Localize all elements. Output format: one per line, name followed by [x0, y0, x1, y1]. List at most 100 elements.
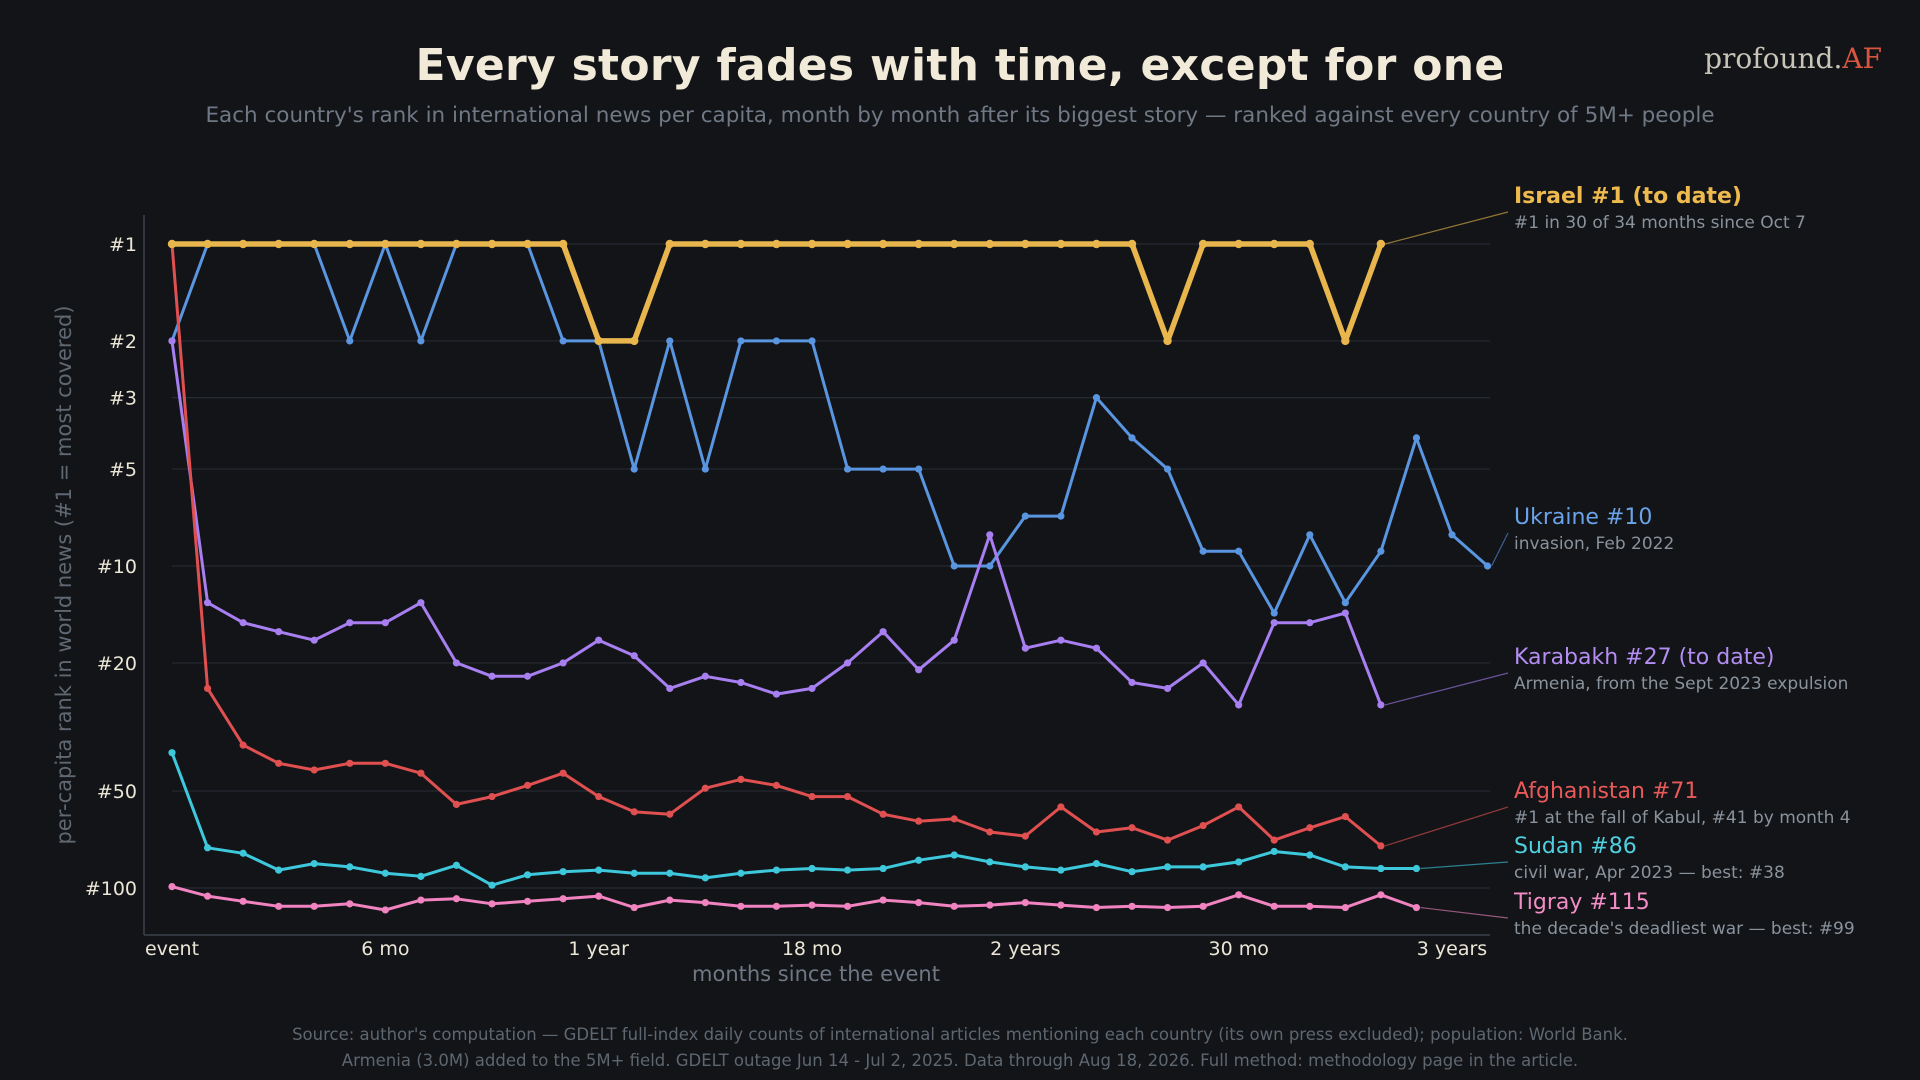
data-point-israel [274, 239, 283, 249]
data-point-tigray [843, 902, 852, 910]
data-point-sudan [1021, 863, 1029, 871]
leader-line-tigray [1420, 906, 1509, 919]
data-point-israel [1198, 239, 1208, 249]
leader-line-afghanistan [1384, 806, 1509, 847]
brand-logo: profound.AF [1704, 42, 1882, 75]
leader-line-sudan [1420, 861, 1509, 870]
data-point-sudan [666, 869, 674, 877]
series-label-sudan: Sudan #86 [1514, 834, 1637, 859]
data-point-afghanistan [772, 781, 781, 789]
data-point-afghanistan [346, 759, 354, 767]
data-point-karabakh [1341, 609, 1349, 617]
y-tick-label: #10 [97, 556, 137, 578]
data-point-afghanistan [559, 769, 567, 777]
data-point-afghanistan [523, 781, 532, 789]
y-tick-label: #3 [109, 388, 137, 410]
data-point-israel [807, 239, 817, 249]
x-tick-label: 18 mo [782, 938, 842, 960]
data-point-sudan [595, 866, 603, 874]
data-point-karabakh [381, 619, 389, 627]
data-point-sudan [381, 869, 389, 877]
data-point-tigray [203, 892, 212, 900]
data-point-afghanistan [808, 792, 816, 801]
series-note-afghanistan: #1 at the fall of Kabul, #41 by month 4 [1514, 808, 1851, 828]
data-point-sudan [488, 881, 496, 889]
leader-line-israel [1384, 211, 1509, 245]
data-point-israel [558, 239, 568, 249]
data-point-afghanistan [275, 759, 283, 767]
data-point-sudan [1341, 863, 1349, 871]
data-point-ukraine [666, 337, 674, 345]
data-point-sudan [239, 849, 247, 857]
data-point-israel [167, 239, 177, 249]
data-point-tigray [1306, 902, 1314, 910]
data-point-afghanistan [1199, 821, 1207, 830]
data-point-sudan [452, 861, 461, 869]
data-point-karabakh [1235, 701, 1243, 709]
data-point-karabakh [666, 684, 674, 693]
data-point-afghanistan [986, 828, 994, 836]
data-point-tigray [1270, 902, 1278, 910]
data-point-sudan [737, 869, 745, 877]
data-point-sudan [1163, 863, 1172, 871]
data-point-afghanistan [1021, 832, 1029, 840]
series-label-afghanistan: Afghanistan #71 [1514, 779, 1698, 804]
data-point-ukraine [1057, 512, 1065, 520]
data-point-sudan [915, 856, 923, 864]
data-point-karabakh [737, 678, 745, 687]
leader-line-karabakh [1384, 672, 1509, 706]
data-point-karabakh [1128, 678, 1136, 687]
data-point-sudan [1377, 864, 1385, 873]
data-point-sudan [879, 864, 887, 873]
data-point-tigray [452, 895, 461, 903]
data-point-karabakh [950, 636, 958, 644]
data-point-sudan [1092, 860, 1101, 868]
data-point-israel [914, 239, 923, 249]
x-tick-label: 6 mo [361, 938, 409, 960]
source-line-2: Armenia (3.0M) added to the 5M+ field. G… [341, 1051, 1579, 1070]
data-point-afghanistan [452, 800, 461, 808]
series-line-israel [169, 241, 1384, 344]
data-point-israel [665, 239, 674, 249]
data-point-israel [416, 239, 426, 249]
data-point-karabakh [986, 531, 994, 539]
data-point-afghanistan [203, 684, 212, 693]
data-point-israel [594, 336, 603, 346]
data-point-sudan [168, 749, 176, 757]
data-point-afghanistan [488, 792, 496, 801]
data-point-sudan [1306, 851, 1314, 859]
data-point-ukraine [1412, 434, 1421, 442]
data-point-karabakh [275, 628, 283, 636]
data-point-israel [950, 239, 959, 249]
data-point-tigray [239, 897, 247, 905]
series-label-ukraine: Ukraine #10 [1514, 505, 1652, 530]
data-point-karabakh [808, 684, 816, 693]
data-point-afghanistan [1092, 828, 1101, 836]
data-point-tigray [1341, 903, 1349, 912]
x-axis-ticks: event 6 mo 1 year 18 mo 2 years 30 mo 3 years [145, 938, 1487, 960]
data-point-ukraine [772, 337, 781, 345]
y-tick-label: #1 [109, 234, 137, 256]
data-point-tigray [915, 898, 923, 907]
data-point-ukraine [630, 465, 638, 473]
data-point-tigray [772, 902, 781, 910]
data-point-sudan [1412, 864, 1421, 873]
y-axis-label: per-capita rank in world news (#1 = most… [52, 305, 76, 844]
data-point-israel [1092, 239, 1101, 249]
data-point-ukraine [1128, 434, 1136, 442]
series-line-tigray [170, 885, 1418, 912]
series-labels: Israel #1 (to date) #1 in 30 of 34 months… [1384, 184, 1855, 939]
data-point-karabakh [310, 636, 318, 644]
data-point-tigray [595, 892, 603, 900]
data-point-ukraine [701, 465, 709, 473]
data-point-israel [203, 239, 212, 249]
data-point-israel [630, 336, 639, 346]
data-point-tigray [275, 902, 283, 910]
data-point-karabakh [1270, 619, 1278, 627]
data-point-afghanistan [666, 810, 674, 818]
data-point-israel [1127, 239, 1137, 249]
x-tick-label: 3 years [1417, 938, 1487, 960]
source-footer: Source: author's computation — GDELT ful… [0, 1022, 1920, 1074]
data-point-ukraine [808, 337, 816, 345]
data-point-afghanistan [915, 817, 923, 825]
